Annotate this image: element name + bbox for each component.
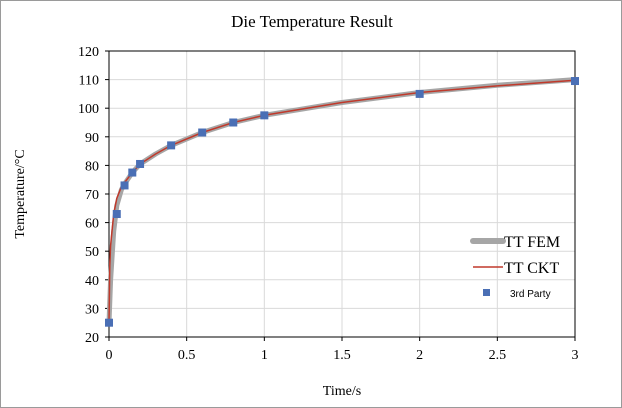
data-point-3rd-party xyxy=(571,77,579,86)
data-point-3rd-party xyxy=(260,111,269,120)
data-point-3rd-party xyxy=(198,128,207,137)
x-tick-label: 1 xyxy=(261,348,268,363)
x-tick-label: 0.5 xyxy=(178,348,196,363)
y-tick-label: 100 xyxy=(78,102,99,117)
data-point-3rd-party xyxy=(167,141,176,150)
data-point-3rd-party xyxy=(112,210,121,219)
y-tick-label: 70 xyxy=(85,188,99,203)
x-tick-label: 0 xyxy=(106,348,113,363)
y-axis-label: Temperature/°C xyxy=(13,149,28,238)
y-tick-label: 90 xyxy=(85,131,99,146)
legend-label-3rd-party: 3rd Party xyxy=(510,289,551,300)
y-tick-label: 50 xyxy=(85,245,99,260)
data-point-3rd-party xyxy=(229,118,238,127)
legend-label-tt-fem: TT FEM xyxy=(504,234,560,251)
y-tick-label: 110 xyxy=(79,74,99,89)
y-tick-label: 60 xyxy=(85,217,99,232)
x-tick-label: 3 xyxy=(572,348,579,363)
x-tick-label: 2.5 xyxy=(489,348,507,363)
y-tick-label: 30 xyxy=(85,302,99,317)
legend-label-tt-ckt: TT CKT xyxy=(504,260,559,277)
data-point-3rd-party xyxy=(415,89,424,98)
data-point-3rd-party xyxy=(128,168,137,177)
x-tick-label: 2 xyxy=(416,348,423,363)
series-line-tt-ckt xyxy=(108,79,576,324)
legend: TT FEM TT CKT 3rd Party xyxy=(470,234,560,300)
data-point-3rd-party xyxy=(120,181,129,190)
x-axis-label: Time/s xyxy=(323,384,361,399)
x-tick-label: 1.5 xyxy=(333,348,351,363)
legend-swatch-3rd-party xyxy=(483,289,490,296)
y-tick-label: 120 xyxy=(78,45,99,60)
y-tick-label: 40 xyxy=(85,274,99,289)
y-tick-label: 20 xyxy=(85,331,99,346)
y-tick-label: 80 xyxy=(85,159,99,174)
data-point-3rd-party xyxy=(105,318,113,327)
chart-title: Die Temperature Result xyxy=(231,12,393,31)
data-point-3rd-party xyxy=(136,159,145,168)
